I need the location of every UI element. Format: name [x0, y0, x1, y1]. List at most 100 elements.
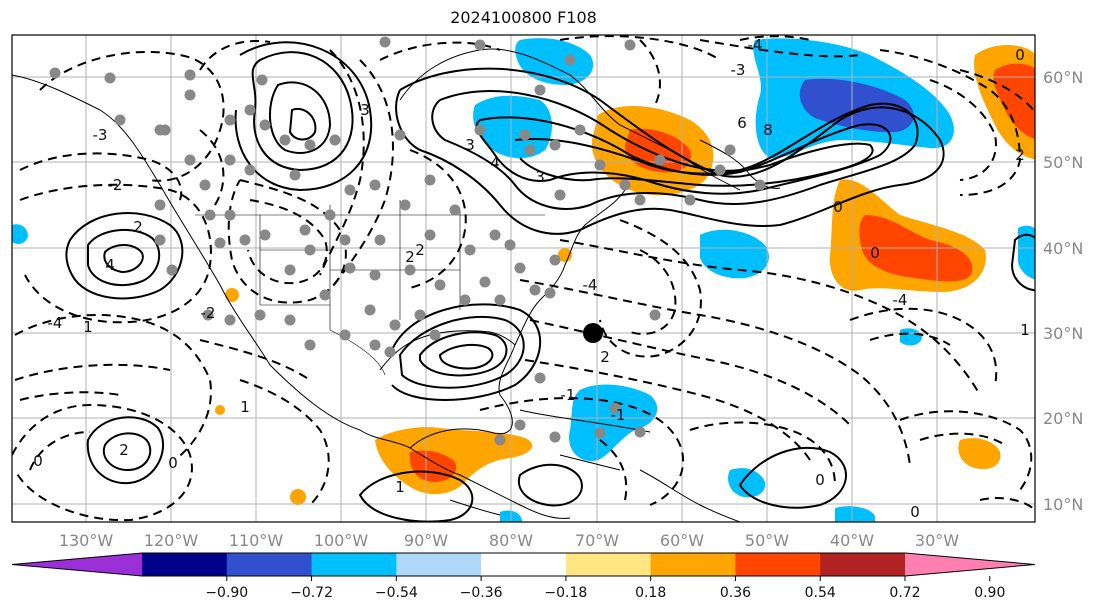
negative-contour-line [629, 249, 677, 335]
positive-contour-line [65, 212, 184, 300]
station-dot [339, 329, 351, 341]
station-dot [184, 89, 196, 101]
longitude-label: 80°W [489, 531, 533, 550]
positive-contour-line [251, 51, 354, 172]
contour-value-label: 3 [535, 168, 545, 186]
station-dot [304, 139, 316, 151]
station-dot [519, 129, 531, 141]
station-dot [284, 314, 296, 326]
colorbar-tick-label: 0.54 [805, 585, 836, 601]
station-dot [379, 36, 391, 48]
station-dot [104, 72, 116, 84]
station-dot [224, 314, 236, 326]
colorbar-outline [11, 552, 1036, 577]
negative-contour-line [699, 39, 861, 58]
negative-anomaly-region [728, 468, 766, 498]
positive-contour-line [358, 470, 474, 522]
longitude-label: 110°W [229, 531, 284, 550]
longitude-label: 130°W [59, 531, 114, 550]
station-dot [279, 134, 291, 146]
negative-contour-line [849, 307, 998, 386]
station-dot [224, 114, 236, 126]
station-dot [256, 74, 268, 86]
longitude-label: 30°W [915, 531, 959, 550]
negative-contour-line [227, 179, 347, 304]
longitude-label: 60°W [660, 531, 704, 550]
station-dot [574, 124, 586, 136]
contour-value-label: 2 [1015, 146, 1025, 164]
contour-value-label: 0 [910, 503, 920, 521]
contour-value-label: -1 [561, 386, 576, 404]
contour-value-label: 2 [405, 248, 415, 266]
station-dot [244, 164, 256, 176]
station-dot [474, 39, 486, 51]
latitude-label: 20°N [1043, 409, 1083, 428]
station-dot [514, 419, 526, 431]
negative-contour-line [479, 397, 685, 506]
station-dot [369, 339, 381, 351]
positive-contour-line [438, 343, 494, 370]
negative-contour-line [599, 219, 702, 358]
negative-anomaly-region [835, 506, 875, 522]
contour-value-label: -3 [93, 126, 108, 144]
colorbar-tick-label: −0.36 [460, 585, 503, 601]
contour-value-label: -1 [611, 406, 626, 424]
contour-value-label: 4 [490, 154, 500, 172]
contour-value-label: 0 [870, 244, 880, 262]
colorbar-segment [396, 553, 482, 576]
negative-contour-line [739, 35, 811, 41]
negative-contour-line [199, 339, 311, 381]
station-dot [714, 164, 726, 176]
negative-contour-line [869, 332, 951, 346]
latitude-label: 50°N [1043, 153, 1083, 172]
contour-value-label: 1 [1020, 321, 1030, 339]
contour-value-label: 0 [1015, 46, 1025, 64]
negative-contour-line [239, 379, 330, 506]
negative-contour-line [19, 391, 121, 401]
contour-value-label: 0 [833, 198, 843, 216]
station-dot [634, 194, 646, 206]
station-dot [319, 289, 331, 301]
station-dot [414, 309, 426, 321]
colorbar-tick-label: 0.90 [974, 585, 1005, 601]
positive-contour-line [103, 244, 144, 274]
positive-contour-line [86, 416, 164, 485]
station-dot [464, 244, 476, 256]
negative-contour-line [39, 50, 225, 182]
positive-anomaly-core [993, 63, 1035, 139]
station-dot [479, 276, 491, 288]
negative-contour-line [379, 41, 501, 61]
contour-value-label: 2 [600, 348, 610, 366]
contour-value-label: 1 [83, 318, 93, 336]
station-dot [299, 224, 311, 236]
negative-contour-line [899, 410, 1033, 491]
station-dot [284, 264, 296, 276]
station-dot [184, 69, 196, 81]
station-dot [549, 254, 561, 266]
station-dot [724, 144, 736, 156]
negative-contour-line [919, 432, 1006, 446]
station-dot [154, 234, 166, 246]
negative-contour-line [199, 39, 271, 71]
negative-contour-line [14, 363, 171, 381]
positive-anomaly-spot [290, 489, 306, 505]
positive-contour-line [514, 138, 874, 187]
negative-contour-line [19, 152, 183, 201]
station-dot [399, 199, 411, 211]
station-dot [424, 229, 436, 241]
station-dot [449, 204, 461, 216]
station-dot [364, 304, 376, 316]
contour-value-label: -3 [731, 61, 746, 79]
negative-anomaly-region [569, 384, 658, 461]
contour-value-label: 0 [168, 454, 178, 472]
positive-anomaly-region [958, 438, 1001, 470]
colorbar-tick-label: −0.54 [375, 585, 418, 601]
colorbar-segment [565, 553, 652, 576]
station-dot [389, 319, 401, 331]
colorbar-segment [311, 553, 397, 576]
station-dot [494, 434, 506, 446]
station-dot [339, 234, 351, 246]
positive-contour-line [268, 81, 332, 154]
station-dot [634, 426, 646, 438]
